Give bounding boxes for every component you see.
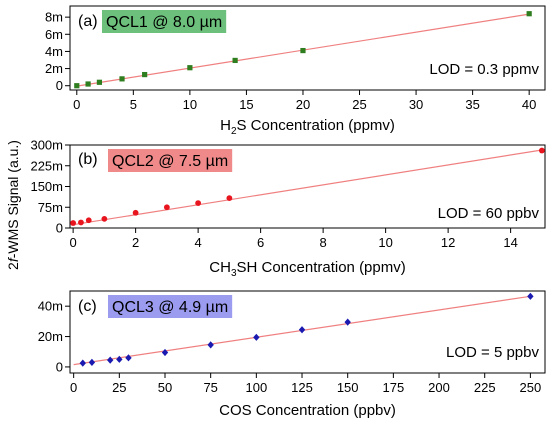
data-point xyxy=(163,204,170,211)
y-tick-label: 75m xyxy=(38,200,63,215)
data-point xyxy=(74,83,80,89)
panel-label: (a) xyxy=(78,13,98,30)
lod-annotation: LOD = 0.3 ppmv xyxy=(429,61,539,78)
laser-label-text: QCL2 @ 7.5 µm xyxy=(112,153,228,170)
x-tick-label: 10 xyxy=(378,235,392,250)
data-point xyxy=(298,326,306,334)
laser-label: QCL3 @ 4.9 µm xyxy=(108,295,233,318)
data-point xyxy=(101,215,108,222)
y-tick-label: 150m xyxy=(30,179,63,194)
plot-frame xyxy=(69,290,546,374)
x-tick-label: 40 xyxy=(522,97,536,112)
x-tick-label: 15 xyxy=(239,97,253,112)
data-point xyxy=(125,354,132,362)
x-tick-label: 150 xyxy=(337,380,359,395)
x-axis-label: CH3SH Concentration (ppmv) xyxy=(209,259,405,279)
x-tick-label: 25 xyxy=(352,97,366,112)
x-tick-label: 6 xyxy=(257,235,264,250)
panel-2: 0 2 4 6 8 10 12 14 0 75m 150m 225m 300m (b) QCL2 @ 7.5… xyxy=(30,138,546,279)
laser-label-text: QCL3 @ 4.9 µm xyxy=(112,299,228,316)
x-tick-label: 2 xyxy=(132,235,139,250)
x-tick-label: 5 xyxy=(130,97,137,112)
fit-line xyxy=(73,149,542,226)
data-point xyxy=(85,81,91,87)
x-tick-label: 0 xyxy=(73,97,80,112)
x-tick-label: 75 xyxy=(203,380,217,395)
y-tick-label: 0 xyxy=(56,221,63,236)
lod-annotation: LOD = 5 ppbv xyxy=(446,344,539,361)
panel-3: 0 25 50 75 100 125 150 175 200 225 250 0 20m 40m (c) QC… xyxy=(38,290,546,419)
y-tick-label: 4m xyxy=(45,44,63,59)
x-axis-label: H2S Concentration (ppmv) xyxy=(220,117,395,137)
laser-label-background xyxy=(102,10,227,33)
panel-label: (b) xyxy=(78,151,98,168)
panel-1: 0 5 10 15 20 25 30 35 40 0 2m 4m 6m 8m (a) QCL1 @ 8.0 µ… xyxy=(45,5,546,137)
x-tick-label: 0 xyxy=(70,235,77,250)
data-point xyxy=(85,217,92,224)
x-tick-label: 14 xyxy=(503,235,517,250)
y-tick-label: 0 xyxy=(56,78,63,93)
data-point xyxy=(187,65,193,71)
y-tick-label: 300m xyxy=(30,138,63,153)
data-point xyxy=(527,292,534,300)
x-tick-label: 0 xyxy=(70,380,77,395)
data-point xyxy=(106,356,114,364)
x-tick-label: 30 xyxy=(409,97,423,112)
data-point xyxy=(161,348,169,357)
x-tick-label: 225 xyxy=(474,380,496,395)
y-tick-label: 6m xyxy=(45,27,63,42)
data-point xyxy=(78,219,84,226)
laser-label-background xyxy=(108,295,233,318)
data-point xyxy=(344,318,351,326)
data-point xyxy=(88,358,96,366)
data-point xyxy=(253,333,260,341)
x-tick-label: 20 xyxy=(296,97,310,112)
x-tick-label: 4 xyxy=(195,235,202,250)
data-point xyxy=(142,71,148,78)
data-point xyxy=(538,147,545,154)
y-tick-label: 8m xyxy=(45,10,63,25)
data-point xyxy=(119,76,125,82)
data-point xyxy=(116,355,123,363)
laser-label-text: QCL1 @ 8.0 µm xyxy=(106,14,222,31)
data-point xyxy=(232,57,238,64)
x-tick-label: 50 xyxy=(158,380,172,395)
x-tick-label: 8 xyxy=(320,235,327,250)
x-tick-label: 25 xyxy=(112,380,126,395)
x-tick-label: 125 xyxy=(291,380,313,395)
data-point xyxy=(226,195,233,202)
data-point xyxy=(70,220,77,226)
laser-label: QCL1 @ 8.0 µm xyxy=(102,10,227,33)
laser-label-background xyxy=(108,149,233,172)
data-point xyxy=(300,47,306,54)
y-tick-label: 225m xyxy=(30,158,63,173)
plot-frame xyxy=(69,5,546,91)
x-tick-label: 175 xyxy=(383,380,405,395)
x-tick-label: 12 xyxy=(441,235,455,250)
y-tick-label: 40m xyxy=(38,299,63,314)
y-tick-label: 0 xyxy=(56,359,63,374)
x-axis-label: COS Concentration (ppbv) xyxy=(219,402,396,419)
x-tick-label: 100 xyxy=(245,380,267,395)
x-tick-label: 35 xyxy=(465,97,479,112)
x-tick-label: 200 xyxy=(428,380,450,395)
y-tick-label: 2m xyxy=(45,61,63,76)
shared-y-axis-label: 2f-WMS Signal (a.u.) xyxy=(5,140,21,270)
data-point xyxy=(526,11,532,17)
laser-label: QCL2 @ 7.5 µm xyxy=(108,149,233,172)
data-point xyxy=(96,79,103,85)
lod-annotation: LOD = 60 ppbv xyxy=(438,205,540,222)
y-tick-label: 20m xyxy=(38,329,63,344)
data-point xyxy=(195,200,202,207)
panel-label: (c) xyxy=(78,298,97,315)
data-point xyxy=(79,359,86,367)
x-tick-label: 250 xyxy=(520,380,542,395)
data-point xyxy=(207,341,214,349)
x-tick-label: 10 xyxy=(183,97,197,112)
data-point xyxy=(132,209,139,216)
